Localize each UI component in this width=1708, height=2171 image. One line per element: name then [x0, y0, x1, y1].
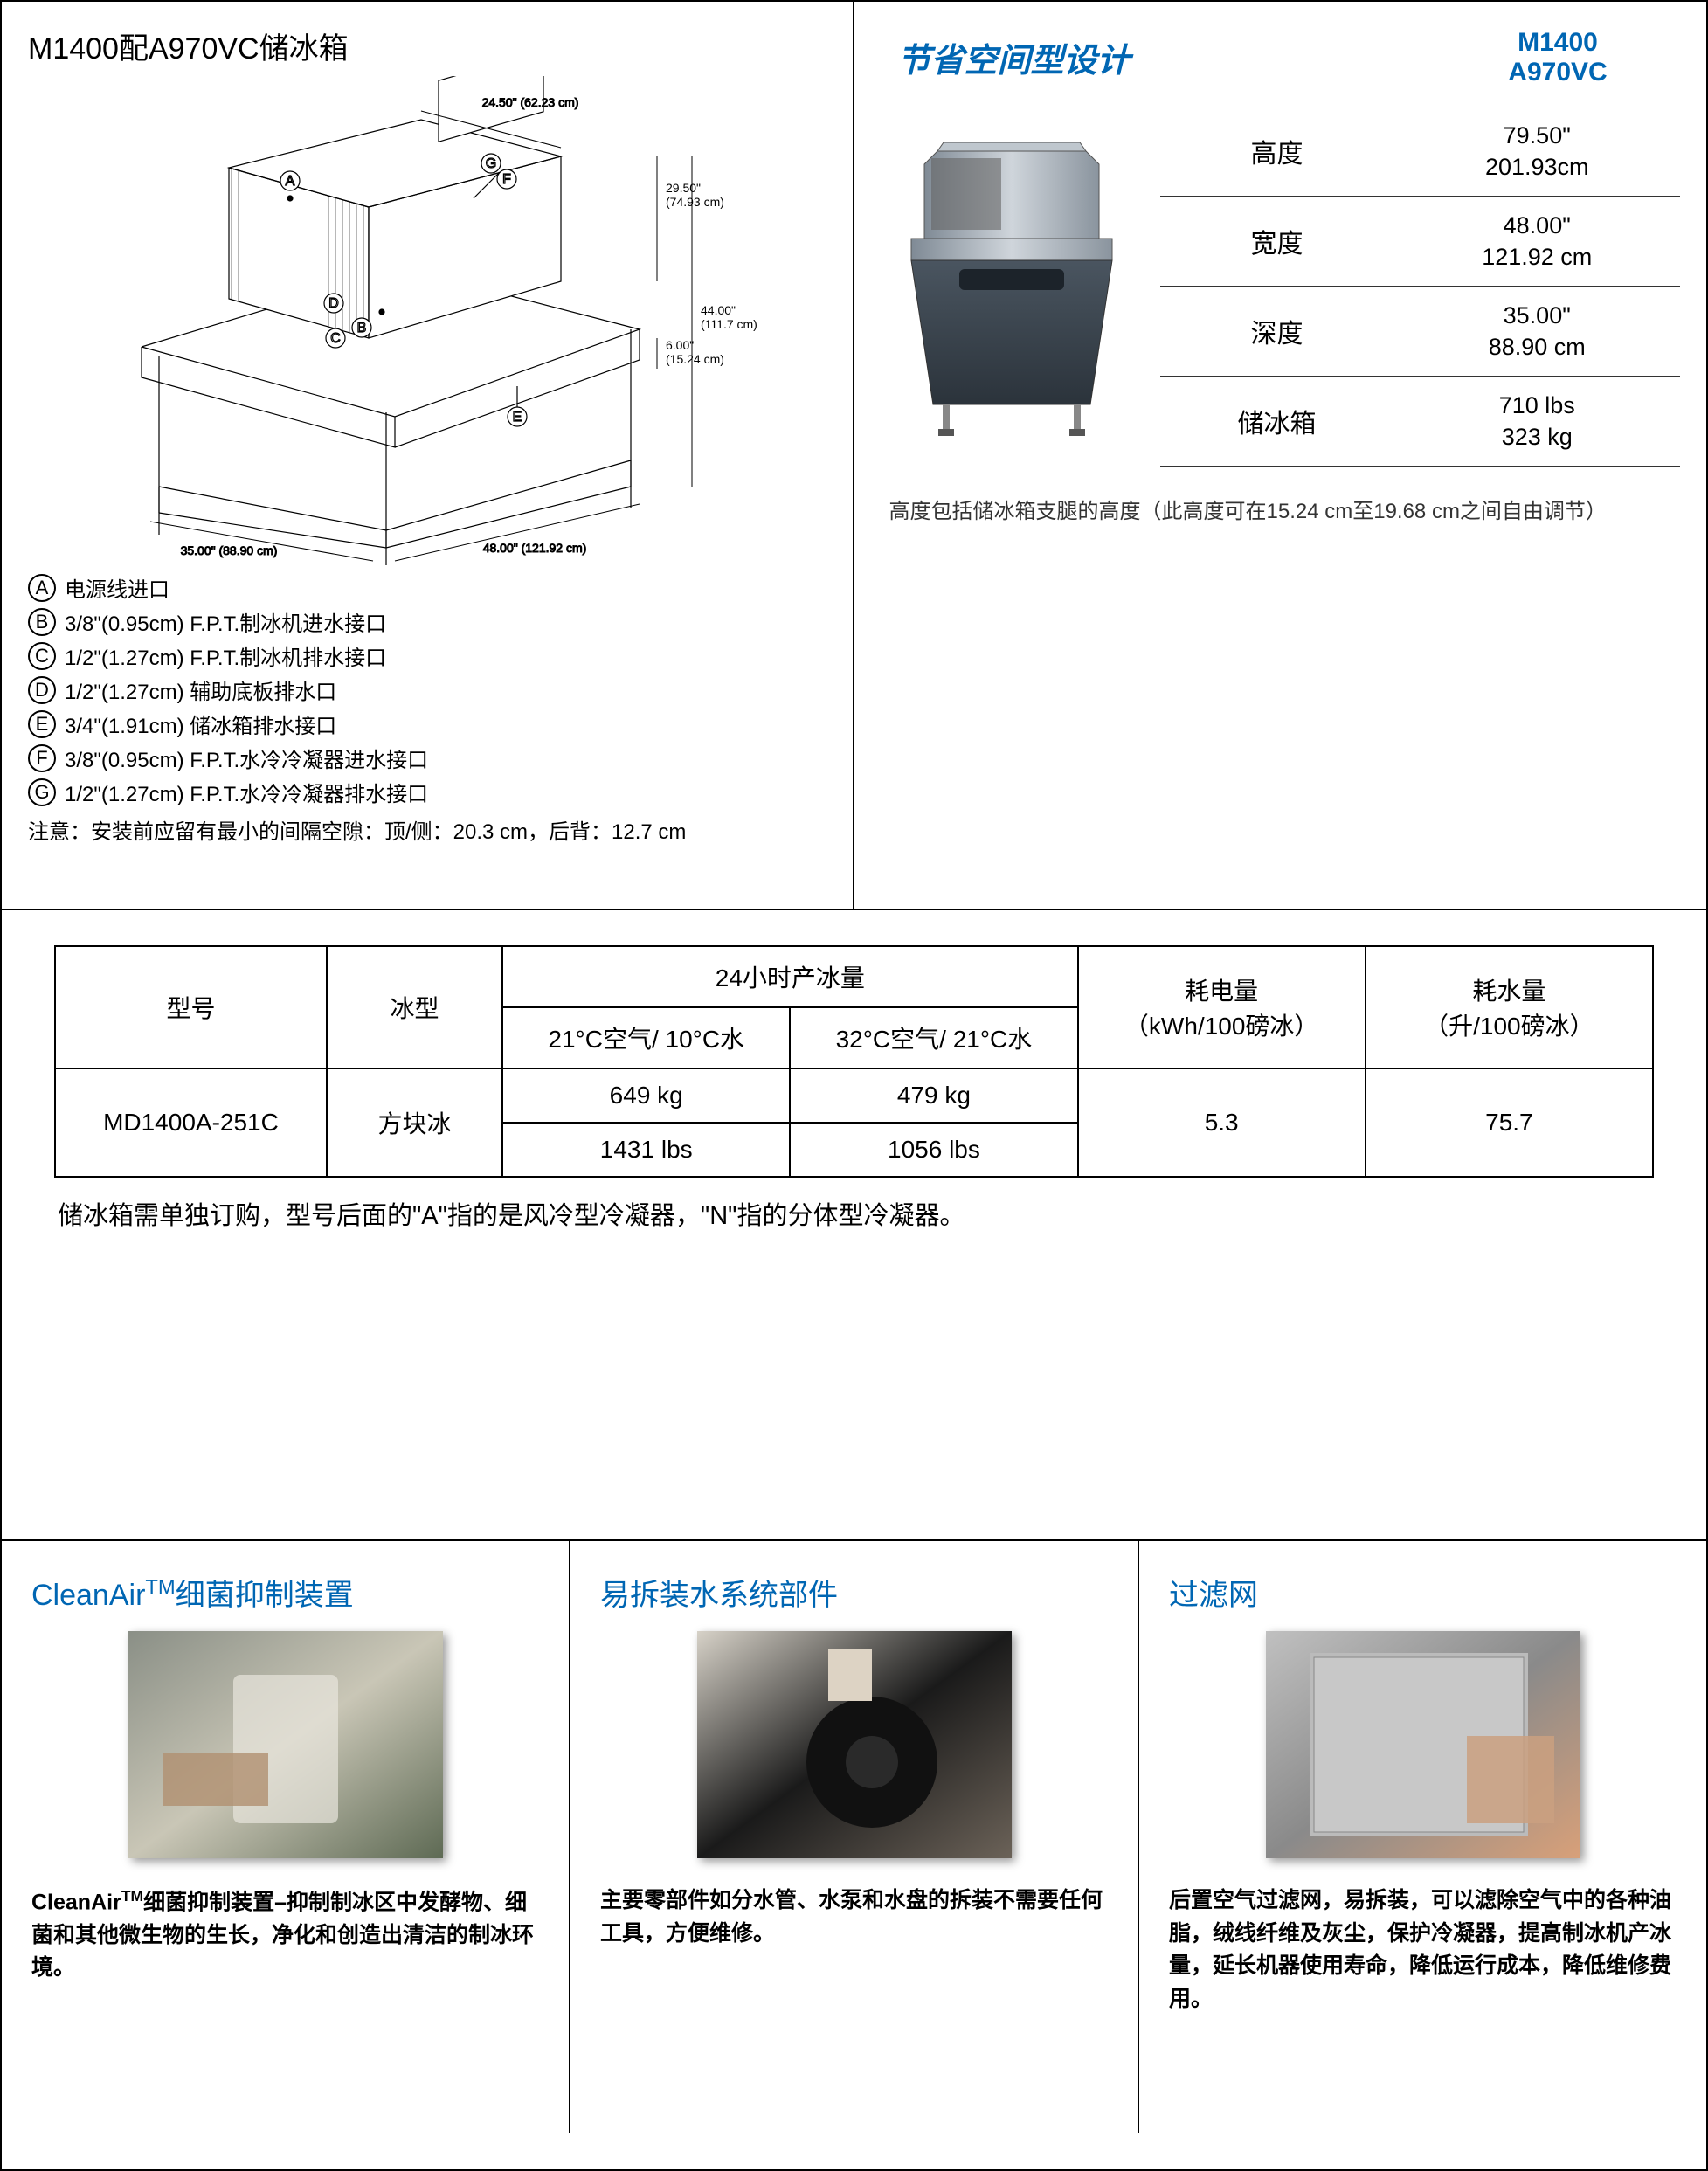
- spec-panel: 节省空间型设计 M1400 A970VC: [854, 2, 1707, 909]
- dimension-table: 高度 79.50"201.93cm宽度 48.00"121.92 cm深度 35…: [1160, 107, 1681, 467]
- svg-text:C: C: [330, 331, 341, 346]
- feature-image: [128, 1631, 443, 1858]
- th-water: 耗水量 （升/100磅冰）: [1366, 946, 1653, 1068]
- td-water: 75.7: [1366, 1068, 1653, 1177]
- th-cond2: 32°C空气/ 21°C水: [790, 1007, 1077, 1068]
- th-model: 型号: [55, 946, 327, 1068]
- spec-title: 节省空间型设计: [898, 33, 1436, 81]
- td-ice-type: 方块冰: [327, 1068, 502, 1177]
- svg-text:F: F: [502, 172, 511, 187]
- spec-label: 高度: [1160, 132, 1394, 170]
- svg-text:A: A: [286, 174, 295, 189]
- callout-text: 1/2"(1.27cm) 辅助底板排水口: [65, 674, 336, 705]
- spec-row: 深度 35.00"88.90 cm: [1160, 287, 1681, 377]
- td-out2-lbs: 1056 lbs: [790, 1123, 1077, 1177]
- th-output: 24小时产冰量: [502, 946, 1077, 1007]
- feature-image-box: [1266, 1631, 1580, 1858]
- feature-title: 过滤网: [1169, 1571, 1685, 1614]
- callout-text: 3/8"(0.95cm) F.P.T.制冰机进水接口: [65, 606, 386, 637]
- feature-cell: 易拆装水系统部件 主要零部件如分水管、水泵和水盘的拆装不需要任何工具，方便维修。: [570, 1541, 1139, 2133]
- callout-list: A 电源线进口 B 3/8"(0.95cm) F.P.T.制冰机进水接口 C 1/2"(1…: [28, 572, 835, 807]
- product-photo: [889, 107, 1134, 444]
- svg-text:G: G: [486, 156, 496, 171]
- feature-title: 易拆装水系统部件: [600, 1571, 1117, 1614]
- callout-row: E 3/4"(1.91cm) 储冰箱排水接口: [28, 709, 835, 739]
- callout-letter: D: [28, 676, 56, 704]
- spec-value: 35.00"88.90 cm: [1393, 300, 1680, 363]
- dim-head-height: 29.50" (74.93 cm): [666, 181, 762, 209]
- feature-cell: CleanAirTM细菌抑制装置 CleanAirTM细菌抑制装置–抑制制冰区中…: [2, 1541, 570, 2133]
- callout-row: B 3/8"(0.95cm) F.P.T.制冰机进水接口: [28, 606, 835, 637]
- height-note: 高度包括储冰箱支腿的高度（此高度可在15.24 cm至19.68 cm之间自由调…: [889, 494, 1681, 524]
- spec-label: 储冰箱: [1160, 402, 1394, 440]
- dim-ledge-height: 6.00" (15.24 cm): [666, 338, 762, 366]
- dim-depth: 35.00" (88.90 cm): [181, 543, 278, 557]
- top-row: M1400配A970VC储冰箱: [2, 2, 1706, 910]
- spec-sheet-page: M1400配A970VC储冰箱: [0, 0, 1708, 2171]
- th-power: 耗电量 （kWh/100磅冰）: [1078, 946, 1366, 1068]
- callout-letter: C: [28, 642, 56, 670]
- feature-title: CleanAirTM细菌抑制装置: [31, 1571, 548, 1614]
- dim-width: 48.00" (121.92 cm): [483, 541, 587, 555]
- callout-row: F 3/8"(0.95cm) F.P.T.水冷冷凝器进水接口: [28, 743, 835, 773]
- model-line1: M1400: [1435, 28, 1680, 58]
- td-out2-kg: 479 kg: [790, 1068, 1077, 1123]
- spec-value: 48.00"121.92 cm: [1393, 210, 1680, 273]
- td-out1-lbs: 1431 lbs: [502, 1123, 790, 1177]
- callout-row: G 1/2"(1.27cm) F.P.T.水冷冷凝器排水接口: [28, 777, 835, 807]
- feature-description: CleanAirTM细菌抑制装置–抑制制冰区中发酵物、细菌和其他微生物的生长，净…: [23, 1884, 548, 1985]
- callout-letter: F: [28, 744, 56, 772]
- callout-row: D 1/2"(1.27cm) 辅助底板排水口: [28, 674, 835, 705]
- diagram-panel: M1400配A970VC储冰箱: [2, 2, 854, 909]
- feature-image-box: [697, 1631, 1012, 1858]
- table-header-row: 型号 冰型 24小时产冰量 耗电量 （kWh/100磅冰） 耗水量 （升/100…: [55, 946, 1653, 1007]
- table-footnote: 储冰箱需单独订购，型号后面的"A"指的是风冷型冷凝器，"N"指的分体型冷凝器。: [54, 1195, 1654, 1232]
- spec-label: 宽度: [1160, 222, 1394, 260]
- feature-image-box: [128, 1631, 443, 1858]
- callout-text: 1/2"(1.27cm) F.P.T.水冷冷凝器排水接口: [65, 777, 428, 807]
- dim-total-height: 44.00" (111.7 cm): [701, 303, 779, 331]
- td-model: MD1400A-251C: [55, 1068, 327, 1177]
- svg-text:D: D: [328, 296, 339, 311]
- feature-cell: 过滤网 后置空气过滤网，易拆装，可以滤除空气中的各种油脂，绒线纤维及灰尘，保护冷…: [1139, 1541, 1706, 2133]
- dim-top-width: 24.50" (62.23 cm): [482, 95, 579, 109]
- th-ice-type: 冰型: [327, 946, 502, 1068]
- callout-letter: G: [28, 778, 56, 806]
- svg-text:B: B: [357, 321, 367, 335]
- th-cond1: 21°C空气/ 10°C水: [502, 1007, 790, 1068]
- feature-image: [1266, 1631, 1580, 1858]
- callout-letter: B: [28, 608, 56, 636]
- model-header: M1400 A970VC: [1435, 28, 1680, 87]
- callout-text: 电源线进口: [65, 572, 169, 603]
- td-power: 5.3: [1078, 1068, 1366, 1177]
- isometric-drawing: A B C D E F G: [28, 76, 779, 565]
- callout-text: 3/8"(0.95cm) F.P.T.水冷冷凝器进水接口: [65, 743, 428, 773]
- feature-image: [697, 1631, 1012, 1858]
- install-note: 注意：安装前应留有最小的间隔空隙：顶/侧：20.3 cm，后背：12.7 cm: [28, 814, 835, 845]
- callout-row: A 电源线进口: [28, 572, 835, 603]
- model-line2: A970VC: [1435, 58, 1680, 87]
- diagram-title: M1400配A970VC储冰箱: [28, 24, 835, 67]
- table-data-row: MD1400A-251C 方块冰 649 kg 479 kg 5.3 75.7: [55, 1068, 1653, 1123]
- spec-value: 79.50"201.93cm: [1393, 120, 1680, 183]
- spec-label: 深度: [1160, 312, 1394, 350]
- features-row: CleanAirTM细菌抑制装置 CleanAirTM细菌抑制装置–抑制制冰区中…: [2, 1539, 1706, 2133]
- feature-description: 主要零部件如分水管、水泵和水盘的拆装不需要任何工具，方便维修。: [591, 1884, 1117, 1950]
- td-out1-kg: 649 kg: [502, 1068, 790, 1123]
- spec-row: 高度 79.50"201.93cm: [1160, 107, 1681, 197]
- callout-row: C 1/2"(1.27cm) F.P.T.制冰机排水接口: [28, 640, 835, 671]
- performance-section: 型号 冰型 24小时产冰量 耗电量 （kWh/100磅冰） 耗水量 （升/100…: [2, 910, 1706, 1539]
- callout-letter: E: [28, 710, 56, 738]
- callout-text: 3/4"(1.91cm) 储冰箱排水接口: [65, 709, 336, 739]
- spec-row: 储冰箱 710 lbs323 kg: [1160, 377, 1681, 467]
- performance-table: 型号 冰型 24小时产冰量 耗电量 （kWh/100磅冰） 耗水量 （升/100…: [54, 945, 1654, 1178]
- spec-row: 宽度 48.00"121.92 cm: [1160, 197, 1681, 287]
- spec-value: 710 lbs323 kg: [1393, 390, 1680, 453]
- feature-description: 后置空气过滤网，易拆装，可以滤除空气中的各种油脂，绒线纤维及灰尘，保护冷凝器，提…: [1160, 1884, 1685, 2015]
- svg-text:E: E: [513, 410, 522, 425]
- callout-letter: A: [28, 574, 56, 602]
- callout-text: 1/2"(1.27cm) F.P.T.制冰机排水接口: [65, 640, 386, 671]
